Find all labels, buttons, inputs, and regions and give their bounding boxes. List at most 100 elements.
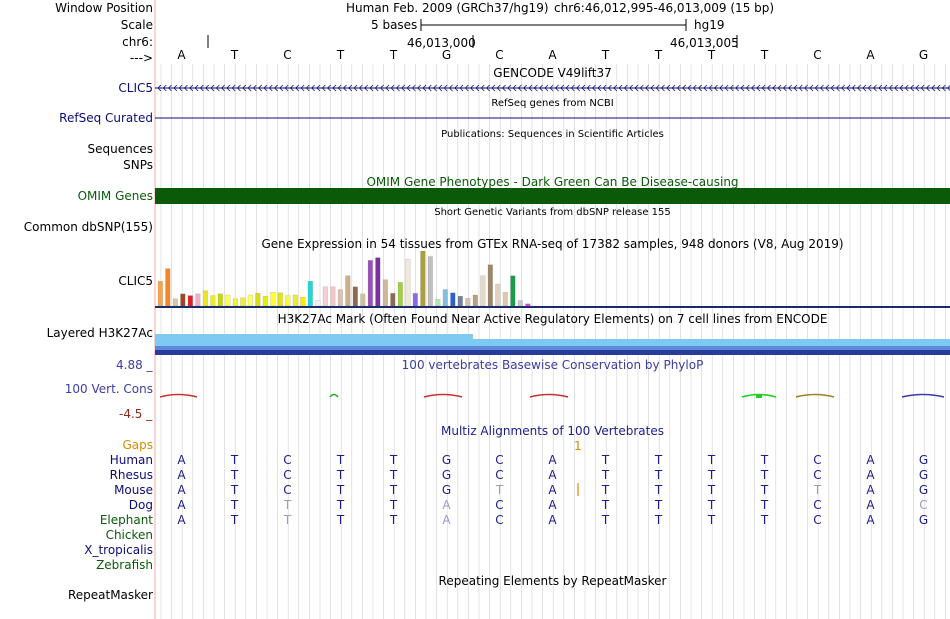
gtex-tissue-bar <box>487 264 493 307</box>
gtex-tissue-bar <box>210 295 216 307</box>
strand-arrow <box>183 84 188 92</box>
strand-arrow <box>316 84 321 92</box>
gtex-tissue-bar <box>247 294 253 307</box>
gtex-tissue-bar <box>465 298 471 307</box>
species-label-zebrafish[interactable]: Zebrafish <box>96 558 153 572</box>
phylop-track-label[interactable]: 100 Vert. Cons <box>64 382 153 396</box>
base-3: T <box>336 48 345 62</box>
aligned-base: T <box>654 513 663 527</box>
species-label-rhesus[interactable]: Rhesus <box>109 468 153 482</box>
gtex-tissue-bar <box>307 281 313 307</box>
strand-arrow <box>745 84 750 92</box>
strand-arrow-label[interactable]: ---> <box>129 51 153 65</box>
h3k27ac-track-label[interactable]: Layered H3K27Ac <box>46 326 153 340</box>
strand-arrow <box>443 84 448 92</box>
strand-arrow <box>480 84 485 92</box>
aligned-base: A <box>177 468 186 482</box>
gtex-tissue-bar <box>525 303 531 307</box>
strand-arrow <box>231 84 236 92</box>
rmsk-track-title[interactable]: Repeating Elements by RepeatMasker <box>438 574 667 588</box>
gtex-track-title[interactable]: Gene Expression in 54 tissues from GTEx … <box>261 237 844 251</box>
gtex-tissue-bar <box>165 268 171 307</box>
strand-arrow <box>692 84 697 92</box>
species-label-mouse[interactable]: Mouse <box>114 483 153 497</box>
aligned-base: T <box>707 498 716 512</box>
strand-arrow <box>327 84 331 92</box>
strand-arrow <box>433 84 437 92</box>
pubs-track-title[interactable]: Publications: Sequences in Scientific Ar… <box>441 129 664 140</box>
strand-arrow <box>374 84 379 92</box>
omim-track-title[interactable]: OMIM Gene Phenotypes - Dark Green Can Be… <box>366 175 739 189</box>
phylop-track-title[interactable]: 100 vertebrates Basewise Conservation by… <box>401 358 704 372</box>
species-label-x_tropicalis[interactable]: X_tropicalis <box>84 543 153 557</box>
h3k27ac-track-title[interactable]: H3K27Ac Mark (Often Found Near Active Re… <box>277 312 828 326</box>
strand-arrow <box>353 84 358 92</box>
strand-arrow <box>910 84 914 92</box>
aligned-base: G <box>918 468 929 482</box>
gencode-track-title[interactable]: GENCODE V49lift37 <box>493 66 612 80</box>
snps-track-label[interactable]: SNPs <box>123 158 153 172</box>
refseq-track-title[interactable]: RefSeq genes from NCBI <box>491 98 614 109</box>
base-1: T <box>230 48 239 62</box>
species-label-chicken[interactable]: Chicken <box>105 528 153 542</box>
omim-track-label[interactable]: OMIM Genes <box>77 189 153 203</box>
dbsnp-track-title[interactable]: Short Genetic Variants from dbSNP releas… <box>434 207 671 218</box>
aligned-base: A <box>548 453 557 467</box>
gencode-track-label[interactable]: CLIC5 <box>118 81 153 95</box>
strand-arrow <box>782 84 787 92</box>
strand-arrow <box>300 84 305 92</box>
strand-arrow <box>729 84 734 92</box>
rmsk-track-label[interactable]: RepeatMasker <box>67 588 153 602</box>
strand-arrow <box>830 84 835 92</box>
gtex-tissue-bar <box>202 290 208 307</box>
aligned-base: T <box>707 468 716 482</box>
strand-arrow <box>565 84 570 92</box>
gtex-tissue-bar <box>390 293 396 307</box>
strand-arrow <box>766 84 771 92</box>
strand-arrow <box>708 84 713 92</box>
coord-tick-2: 46,013,005 <box>670 36 739 50</box>
strand-arrow <box>629 84 633 92</box>
species-label-dog[interactable]: Dog <box>128 498 153 512</box>
gtex-tissue-bar <box>337 289 343 307</box>
aligned-base: A <box>866 468 875 482</box>
strand-arrow <box>724 84 729 92</box>
aligned-base: A <box>866 483 875 497</box>
strand-arrow <box>173 84 178 92</box>
strand-arrow <box>369 84 374 92</box>
phylop-score <box>756 394 762 398</box>
strand-arrow <box>517 84 522 92</box>
strand-arrow <box>311 84 315 92</box>
aligned-base: T <box>230 483 239 497</box>
strand-arrow <box>639 84 644 92</box>
strand-arrow <box>422 84 427 92</box>
gtex-tissue-bar <box>225 294 231 307</box>
aligned-base: T <box>230 513 239 527</box>
strand-arrow <box>682 84 686 92</box>
base-10: T <box>707 48 716 62</box>
strand-arrow <box>337 84 342 92</box>
aligned-base: T <box>654 453 663 467</box>
gtex-track-label[interactable]: CLIC5 <box>118 274 153 288</box>
aligned-base: T <box>760 498 769 512</box>
strand-arrow <box>295 84 300 92</box>
strand-arrow <box>581 84 586 92</box>
base-7: A <box>548 48 557 62</box>
base-2: C <box>283 48 292 62</box>
strand-arrow <box>205 84 209 92</box>
aligned-base: T <box>389 498 398 512</box>
aligned-base: T <box>336 453 345 467</box>
species-label-elephant[interactable]: Elephant <box>99 513 153 527</box>
aligned-base: T <box>283 498 292 512</box>
omim-gene-bar <box>155 188 950 204</box>
h3k27ac-signal <box>155 334 473 347</box>
phylop-score <box>159 393 198 398</box>
refseq-track-label[interactable]: RefSeq Curated <box>59 111 153 125</box>
dbsnp-track-label[interactable]: Common dbSNP(155) <box>23 220 153 234</box>
species-label-human[interactable]: Human <box>109 453 153 467</box>
pubs-track-label[interactable]: Sequences <box>87 142 153 156</box>
strand-arrow <box>385 84 390 92</box>
multiz-track-title[interactable]: Multiz Alignments of 100 Vertebrates <box>440 424 665 438</box>
gtex-tissue-bar <box>382 279 388 307</box>
assembly-title: Human Feb. 2009 (GRCh37/hg19) <box>346 1 549 15</box>
